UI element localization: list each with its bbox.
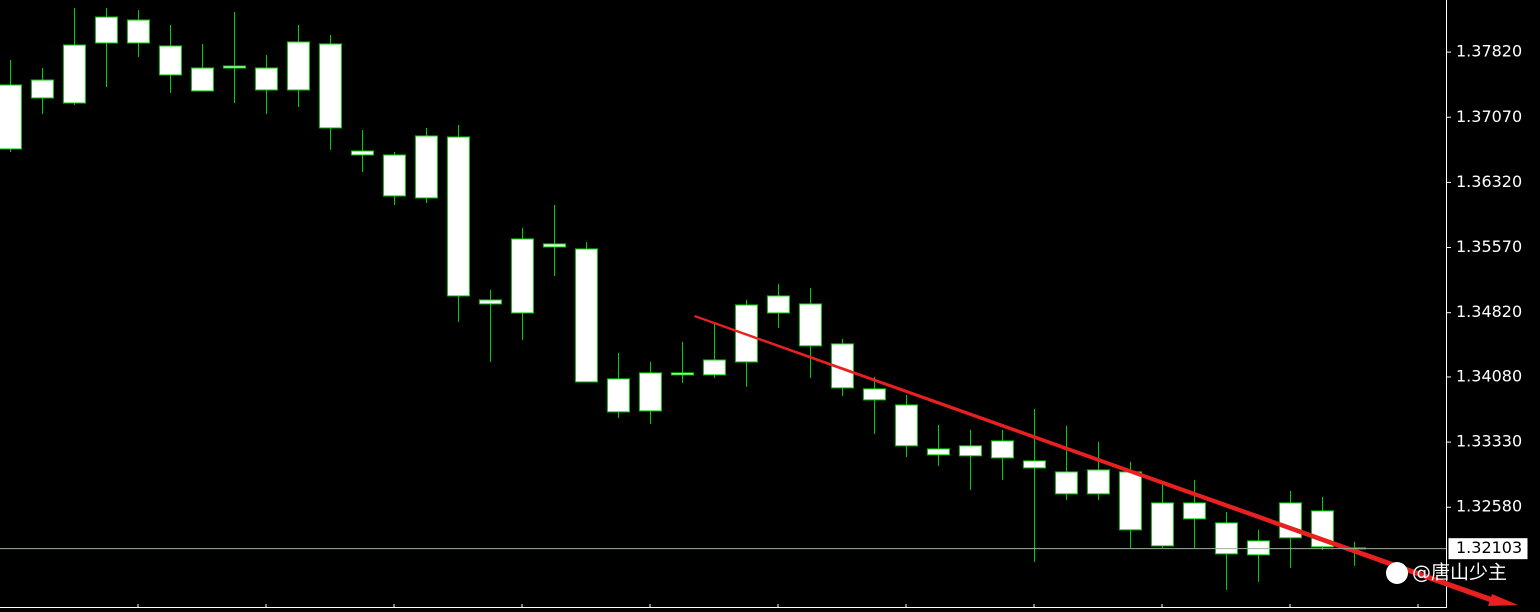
- candle-body: [1119, 471, 1142, 531]
- y-tick-label: 1.34080: [1456, 366, 1522, 385]
- candle-body: [383, 154, 406, 197]
- candle-body: [0, 84, 22, 150]
- candle-body: [63, 44, 86, 104]
- candle-body: [159, 45, 182, 76]
- candle-body: [767, 295, 790, 314]
- y-tick-label: 1.37820: [1456, 42, 1522, 61]
- candle-body: [575, 248, 598, 383]
- candle-body: [95, 16, 118, 44]
- candle-body: [671, 372, 694, 376]
- candle-body: [543, 243, 566, 248]
- candle-body: [511, 238, 534, 314]
- candle-body: [607, 378, 630, 413]
- candle-body: [287, 41, 310, 91]
- candle-body: [127, 19, 150, 44]
- candle-body: [255, 67, 278, 91]
- last-price-label: 1.32103: [1456, 538, 1522, 557]
- candle-body: [1247, 540, 1270, 556]
- candle-body: [639, 372, 662, 412]
- candle-body: [415, 135, 438, 199]
- candle-body: [479, 299, 502, 305]
- candle-body: [1055, 471, 1078, 495]
- watermark-icon: [1386, 562, 1408, 584]
- y-tick-label: 1.37070: [1456, 107, 1522, 126]
- candle-body: [223, 65, 246, 69]
- candle-body: [319, 43, 342, 129]
- candle-body: [895, 404, 918, 447]
- candle-body: [927, 448, 950, 456]
- y-tick-label: 1.32580: [1456, 497, 1522, 516]
- trend-line: [694, 315, 1500, 605]
- candle-body: [31, 79, 54, 99]
- candle-body: [991, 440, 1014, 459]
- candle-body: [1215, 522, 1238, 555]
- candle-body: [1023, 460, 1046, 469]
- y-tick-label: 1.34820: [1456, 302, 1522, 321]
- last-price-box: [1447, 537, 1529, 561]
- candle-body: [447, 136, 470, 297]
- y-tick-label: 1.33330: [1456, 432, 1522, 451]
- candle-body: [959, 445, 982, 457]
- watermark-text: @唐山少主: [1412, 562, 1507, 584]
- candle-body: [1151, 502, 1174, 547]
- candle-body: [191, 67, 214, 92]
- candles: [0, 7, 1366, 590]
- watermark: @唐山少主: [1386, 562, 1507, 584]
- y-tick-label: 1.35570: [1456, 237, 1522, 256]
- candle-body: [703, 359, 726, 376]
- candle-body: [863, 388, 886, 401]
- candle-body: [1183, 502, 1206, 520]
- trend-arrow-head: [1488, 594, 1518, 606]
- y-tick-label: 1.36320: [1456, 172, 1522, 191]
- time-ticks: [137, 604, 1419, 608]
- candle-body: [351, 150, 374, 156]
- candle-body: [1087, 469, 1110, 495]
- candle-body: [799, 303, 822, 347]
